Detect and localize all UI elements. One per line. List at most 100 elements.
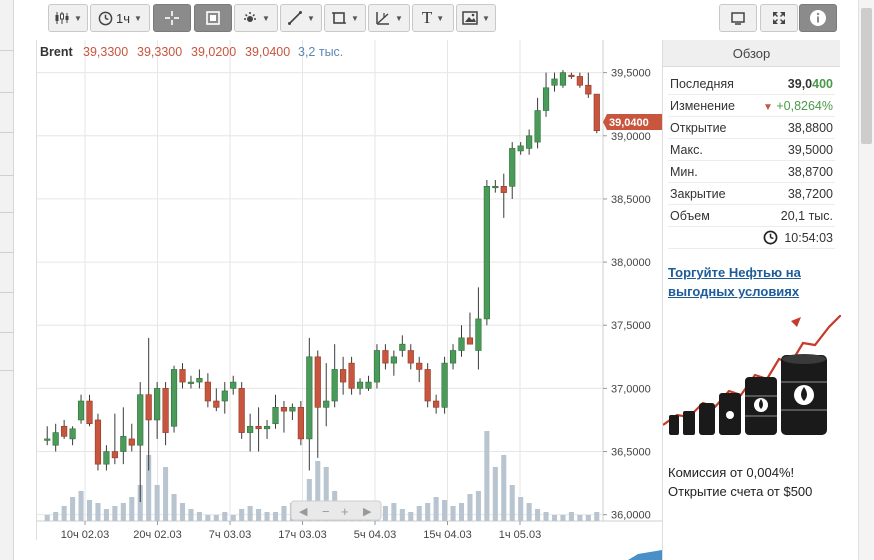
y-tick-label: 37,5000 [611, 320, 651, 332]
candle-body [103, 451, 110, 465]
volume-bar [535, 509, 541, 521]
volume-bar [568, 512, 574, 521]
image-tool-button[interactable]: ▼ [456, 4, 496, 32]
candle-body [255, 425, 262, 430]
volume-bar [70, 497, 76, 521]
y-tick-label: 39,5000 [611, 68, 651, 80]
overview-time: 10:54:03 [784, 230, 833, 245]
candle-body [559, 72, 567, 86]
x-tick-label: 17ч 03.03 [278, 529, 327, 540]
volume-bar [239, 509, 245, 521]
clock-icon [763, 230, 778, 245]
bottom-decoration [628, 550, 662, 560]
volume-bar [222, 512, 228, 521]
candle-body [399, 343, 406, 351]
chart-type-button[interactable]: ▼ [48, 4, 88, 32]
price-chart[interactable]: 36,0000 36,5000 37,0000 37,5000 38,0000 38,50… [36, 40, 663, 541]
fibonacci-tool-icon [376, 12, 390, 25]
chevron-down-icon: ▼ [134, 13, 142, 23]
scroll-right-icon[interactable]: ▶ [363, 506, 372, 518]
overview-row-last: Последняя 39,0400 [668, 73, 835, 95]
page-scrollbar[interactable] [858, 0, 874, 560]
scroll-left-icon[interactable]: ◀ [299, 506, 308, 518]
volume-bar [95, 503, 101, 521]
info-button[interactable] [799, 4, 837, 32]
rectangle-tool-icon [332, 12, 347, 24]
volume-bar [154, 485, 160, 521]
volume-bar [594, 512, 600, 521]
volume-bar [458, 503, 465, 521]
candle-body [120, 436, 127, 452]
legend-close: 39,0400 [245, 45, 290, 59]
candle-body [230, 381, 237, 389]
text-tool-button[interactable]: T ▼ [412, 4, 454, 32]
candle-body [458, 337, 465, 351]
candle-body [94, 419, 102, 465]
candle-body [433, 400, 440, 408]
chevron-down-icon: ▼ [307, 13, 315, 23]
candle-body [551, 78, 558, 86]
chevron-down-icon: ▼ [262, 13, 270, 23]
volume-bar [171, 494, 177, 521]
interval-button[interactable]: 1ч ▼ [90, 4, 150, 32]
chart-panel-button[interactable] [194, 4, 232, 32]
fibonacci-button[interactable]: ▼ [368, 4, 410, 32]
x-tick-label: 10ч 02.03 [61, 529, 110, 540]
overview-label: Макс. [670, 142, 703, 157]
candle-body [492, 186, 499, 189]
screenshot-button[interactable] [719, 4, 757, 32]
promo-link[interactable]: Торгуйте Нефтью на выгодных условиях [668, 265, 801, 299]
draw-line-button[interactable]: ▼ [280, 4, 322, 32]
volume-bar [408, 512, 414, 521]
scroll-controls[interactable]: ◀ − + ▶ [290, 500, 382, 521]
candle-body [475, 318, 482, 351]
volume-bar [163, 467, 169, 521]
candle-body [348, 362, 355, 389]
volume-bar [196, 512, 202, 521]
volume-bar [179, 503, 186, 521]
oil-barrels-banner[interactable] [662, 314, 842, 439]
oil-barrels-image [662, 314, 842, 435]
volume-bar [475, 491, 481, 521]
shapes-button[interactable]: ▼ [324, 4, 366, 32]
overview-row-low: Мин. 38,8700 [668, 161, 835, 183]
candle-body [407, 350, 414, 364]
scrollbar-thumb[interactable] [861, 8, 872, 144]
volume-bar [509, 485, 515, 521]
candle-body [424, 369, 431, 402]
zoom-out-icon[interactable]: − [322, 504, 330, 519]
candle-body [69, 428, 76, 440]
overview-row-change: Изменение ▼ +0,8264% [668, 95, 835, 117]
candle-body [449, 350, 457, 364]
candle-body [187, 381, 195, 384]
volume-bar [382, 506, 388, 521]
overview-value: ▼ +0,8264% [762, 98, 833, 113]
candle-body [441, 362, 448, 408]
overview-value: 38,7200 [787, 186, 833, 201]
chevron-down-icon: ▼ [436, 13, 445, 23]
indicators-button[interactable]: ▼ [234, 4, 278, 32]
volume-bar [53, 512, 59, 521]
volume-bar [315, 461, 321, 521]
fullscreen-button[interactable] [760, 4, 798, 32]
candle-body [162, 388, 169, 433]
overview-row-volume: Объем 20,1 тыс. [668, 205, 835, 227]
chevron-down-icon: ▼ [395, 13, 403, 23]
chart-window-icon [206, 11, 220, 25]
candle-body [500, 186, 507, 193]
volume-bar [450, 506, 456, 521]
crosshair-button[interactable] [153, 4, 191, 32]
candle-body [137, 394, 144, 446]
candle-body [382, 350, 389, 364]
candle-body [340, 369, 347, 383]
x-tick-label: 5ч 04.03 [354, 529, 396, 540]
zoom-in-icon[interactable]: + [341, 504, 349, 519]
volume-bar [264, 512, 270, 521]
candle-body [390, 356, 397, 364]
chevron-down-icon: ▼ [351, 13, 359, 23]
volume-bar [306, 479, 312, 521]
last-price-marker: 39,0400 [603, 114, 663, 130]
chart-canvas[interactable]: 36,0000 36,5000 37,0000 37,5000 38,0000 38,50… [37, 40, 663, 541]
volume-bar [551, 515, 558, 521]
candle-body [323, 400, 330, 408]
